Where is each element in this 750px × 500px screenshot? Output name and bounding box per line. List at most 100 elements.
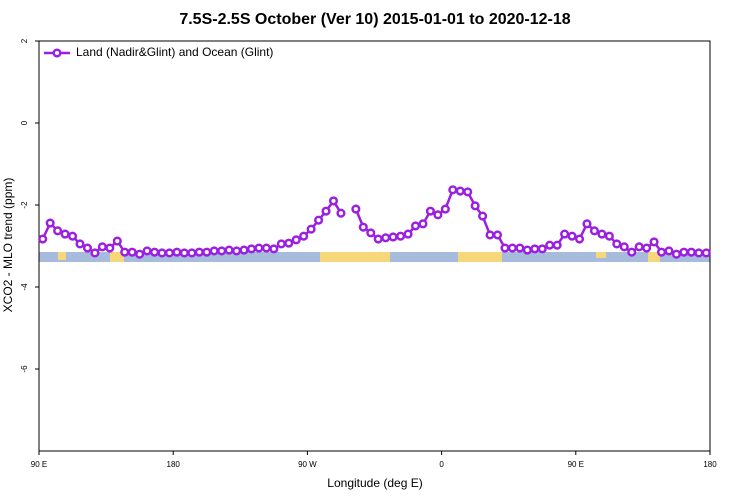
x-tick-label: 90 E — [568, 460, 584, 469]
point — [90, 248, 100, 258]
y-axis-label: XCO2 - MLO trend (ppm) — [1, 178, 15, 313]
point — [470, 201, 480, 211]
legend-marker — [52, 48, 62, 58]
point — [396, 231, 406, 241]
point — [463, 187, 473, 197]
point — [440, 204, 450, 214]
plot-frame — [38, 40, 711, 452]
chart-title: 7.5S-2.5S October (Ver 10) 2015-01-01 to… — [179, 11, 570, 28]
point — [194, 247, 204, 257]
point — [381, 233, 391, 243]
point — [82, 243, 93, 253]
x-axis-label: Longitude (deg E) — [327, 476, 422, 490]
point — [239, 245, 249, 255]
point — [545, 240, 555, 250]
point — [649, 237, 659, 247]
point — [701, 248, 711, 258]
point — [589, 226, 599, 236]
point — [597, 229, 607, 239]
point — [120, 247, 130, 257]
point — [530, 244, 540, 254]
y-tick-label: -2 — [20, 201, 29, 209]
point — [179, 248, 189, 258]
point — [522, 245, 532, 255]
point — [478, 211, 488, 221]
point — [284, 238, 294, 248]
point — [321, 206, 331, 216]
point — [485, 230, 495, 240]
point — [224, 245, 234, 255]
point — [314, 215, 324, 225]
point — [604, 231, 614, 241]
point — [254, 243, 264, 253]
point — [202, 247, 212, 257]
point — [671, 249, 682, 259]
point — [135, 249, 145, 259]
point — [299, 231, 309, 241]
point — [142, 246, 152, 256]
point — [68, 231, 78, 241]
point — [567, 231, 577, 241]
point — [150, 247, 160, 257]
x-tick-label: 180 — [703, 460, 717, 469]
point — [686, 247, 696, 257]
series-line — [41, 188, 707, 256]
point — [45, 218, 55, 228]
y-tick-label: -6 — [20, 365, 29, 373]
point — [627, 247, 637, 257]
point — [388, 232, 398, 242]
point — [187, 248, 197, 258]
point — [172, 247, 182, 257]
point — [574, 234, 585, 244]
point — [455, 186, 465, 196]
point — [97, 242, 107, 252]
point — [679, 247, 689, 257]
x-tick-label: 90 E — [31, 460, 47, 469]
point — [209, 246, 219, 256]
y-tick-label: 2 — [20, 38, 29, 43]
point — [269, 244, 279, 254]
point — [246, 244, 257, 254]
point — [276, 239, 286, 249]
point — [619, 242, 629, 252]
point — [261, 243, 271, 253]
x-tick-label: 0 — [439, 460, 444, 469]
point — [582, 219, 592, 229]
point — [500, 243, 510, 253]
point — [306, 224, 316, 234]
point — [612, 239, 622, 249]
point — [448, 185, 458, 195]
y-tick-label: -4 — [20, 283, 29, 291]
point — [656, 247, 667, 257]
point — [217, 246, 227, 256]
point — [694, 248, 704, 258]
point — [515, 243, 525, 253]
y-tick-label: 0 — [20, 120, 29, 125]
point — [664, 246, 674, 256]
point — [358, 222, 368, 232]
point — [232, 246, 242, 256]
point — [351, 204, 361, 214]
point — [366, 228, 376, 238]
point — [53, 226, 63, 236]
point — [507, 243, 517, 253]
point — [418, 219, 428, 229]
point — [373, 234, 383, 244]
point — [164, 248, 175, 258]
point — [433, 210, 443, 220]
point — [291, 235, 301, 245]
point — [157, 248, 167, 258]
point — [410, 221, 421, 231]
point — [38, 234, 48, 244]
point — [634, 242, 644, 252]
point — [537, 244, 547, 254]
point — [75, 239, 85, 249]
point — [328, 196, 339, 206]
x-tick-label: 90 W — [298, 460, 317, 469]
point — [425, 206, 435, 216]
point — [552, 240, 562, 250]
point — [492, 230, 503, 240]
point — [642, 243, 652, 253]
x-tick-label: 180 — [167, 460, 181, 469]
